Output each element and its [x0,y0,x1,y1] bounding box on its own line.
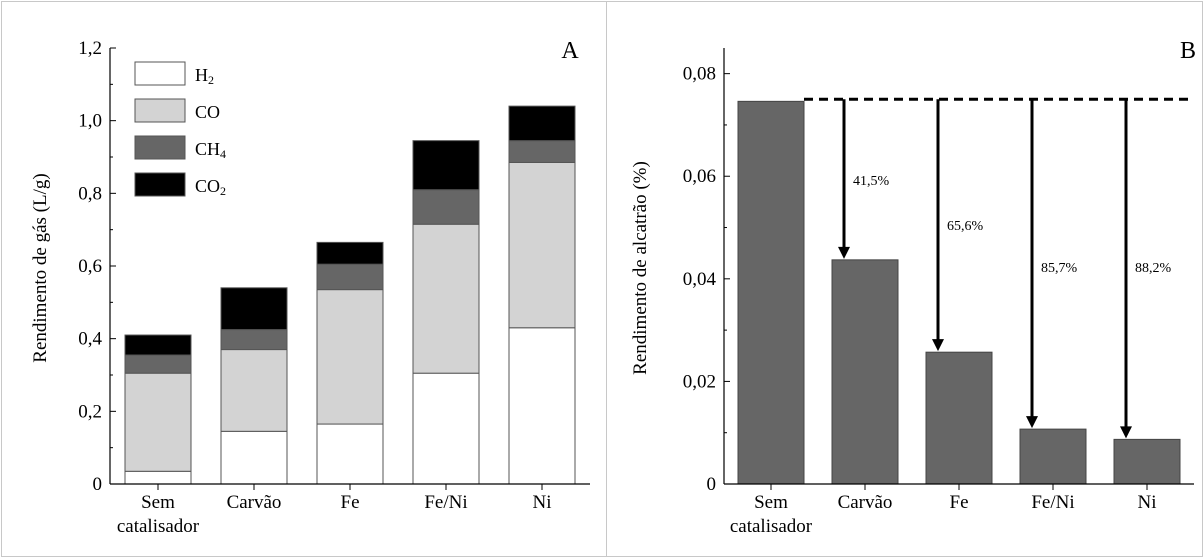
category-label: Fe/Ni [1031,492,1074,513]
panel-b-arrows: 41,5% 65,6% 85,7% 88,2% [838,99,1172,439]
panel-b-x-axis: Sem catalisador Carvão Fe Fe/Ni Ni [730,484,1157,537]
category-label: Ni [533,492,552,513]
bar-segment-co2 [124,334,192,356]
legend-label: H2 [195,65,214,87]
category-label: Carvão [227,492,282,513]
bar [737,100,805,485]
category-label: Sem catalisador [730,492,813,537]
bar-segment-co [220,349,288,432]
panel-a: A Rendimento de gás (L/g) 0 0,2 0,4 0,6 0,8 1… [30,38,590,537]
category-label: Fe [950,492,969,513]
y-tick-label: 0,6 [78,256,102,277]
category-label: Carvão [838,492,893,513]
panel-b-bars [737,100,1181,485]
bar-segment-h2 [508,327,576,485]
panel-b-y-axis-title: Rendimento de alcatrão (%) [630,161,651,375]
panel-a-x-axis: Sem catalisador Carvão Fe Fe/Ni Ni [117,484,552,537]
y-tick-label: 0,2 [78,401,102,422]
arrow-head [1026,416,1038,429]
bar-segment-h2 [124,470,192,485]
bar-segment-h2 [412,372,480,485]
legend-label: CH4 [195,139,226,161]
panel-b: B Rendimento de alcatrão (%) 0 0,02 0,04 0,… [630,38,1196,537]
bar-segment-co [412,223,480,374]
reduction-label: 41,5% [853,174,890,189]
bar-segment-ch4 [508,140,576,163]
legend-swatch [134,98,186,123]
y-tick-label: 0 [93,474,103,495]
y-tick-label: 0 [707,474,717,495]
y-tick-label: 0,06 [683,166,716,187]
bar-segment-co2 [316,241,384,265]
y-tick-label: 0,04 [683,269,717,290]
reduction-label: 85,7% [1041,261,1078,276]
panel-a-legend: H2 CO CH4 CO2 [134,61,226,198]
y-tick-label: 0,8 [78,183,102,204]
y-tick-label: 1,2 [78,38,102,59]
legend-swatch [134,61,186,86]
bar-segment-co2 [508,105,576,142]
category-label: Sem catalisador [117,492,200,537]
bar-segment-co [316,289,384,425]
category-label: Ni [1138,492,1157,513]
category-label: Fe [341,492,360,513]
bar-segment-co2 [412,140,480,191]
bar-segment-ch4 [220,329,288,351]
legend-label: CO [195,102,220,122]
bar-segment-ch4 [124,354,192,374]
y-tick-label: 1,0 [78,111,102,132]
legend-swatch [134,135,186,160]
bar-segment-h2 [220,430,288,485]
y-tick-label: 0,08 [683,64,716,85]
bar [831,259,899,485]
y-tick-label: 0,02 [683,371,716,392]
panel-a-bars [124,105,576,485]
arrow-head [838,246,850,259]
reduction-label: 88,2% [1135,261,1172,276]
bar-segment-co2 [220,287,288,331]
reduction-label: 65,6% [947,219,984,234]
panel-b-y-axis: 0 0,02 0,04 0,06 0,08 [683,64,730,495]
y-tick-label: 0,4 [78,329,102,350]
panel-a-y-axis: 0 0,2 0,4 0,6 0,8 1,0 1,2 [78,38,116,495]
category-label: Fe/Ni [424,492,467,513]
bar-segment-ch4 [412,189,480,225]
bar [1113,438,1181,485]
arrow-head [1120,426,1132,439]
arrow-head [932,339,944,352]
panel-a-y-axis-title: Rendimento de gás (L/g) [30,173,51,362]
bar [925,351,993,485]
bar [1019,428,1087,485]
bar-segment-h2 [316,423,384,485]
bar-segment-co [508,161,576,329]
legend-label: CO2 [195,176,226,198]
panel-b-letter: B [1180,38,1196,64]
panel-b-frame [606,1,1203,557]
legend-swatch [134,172,186,197]
bar-segment-co [124,372,192,472]
bar-segment-ch4 [316,263,384,291]
panel-a-letter: A [561,38,579,64]
